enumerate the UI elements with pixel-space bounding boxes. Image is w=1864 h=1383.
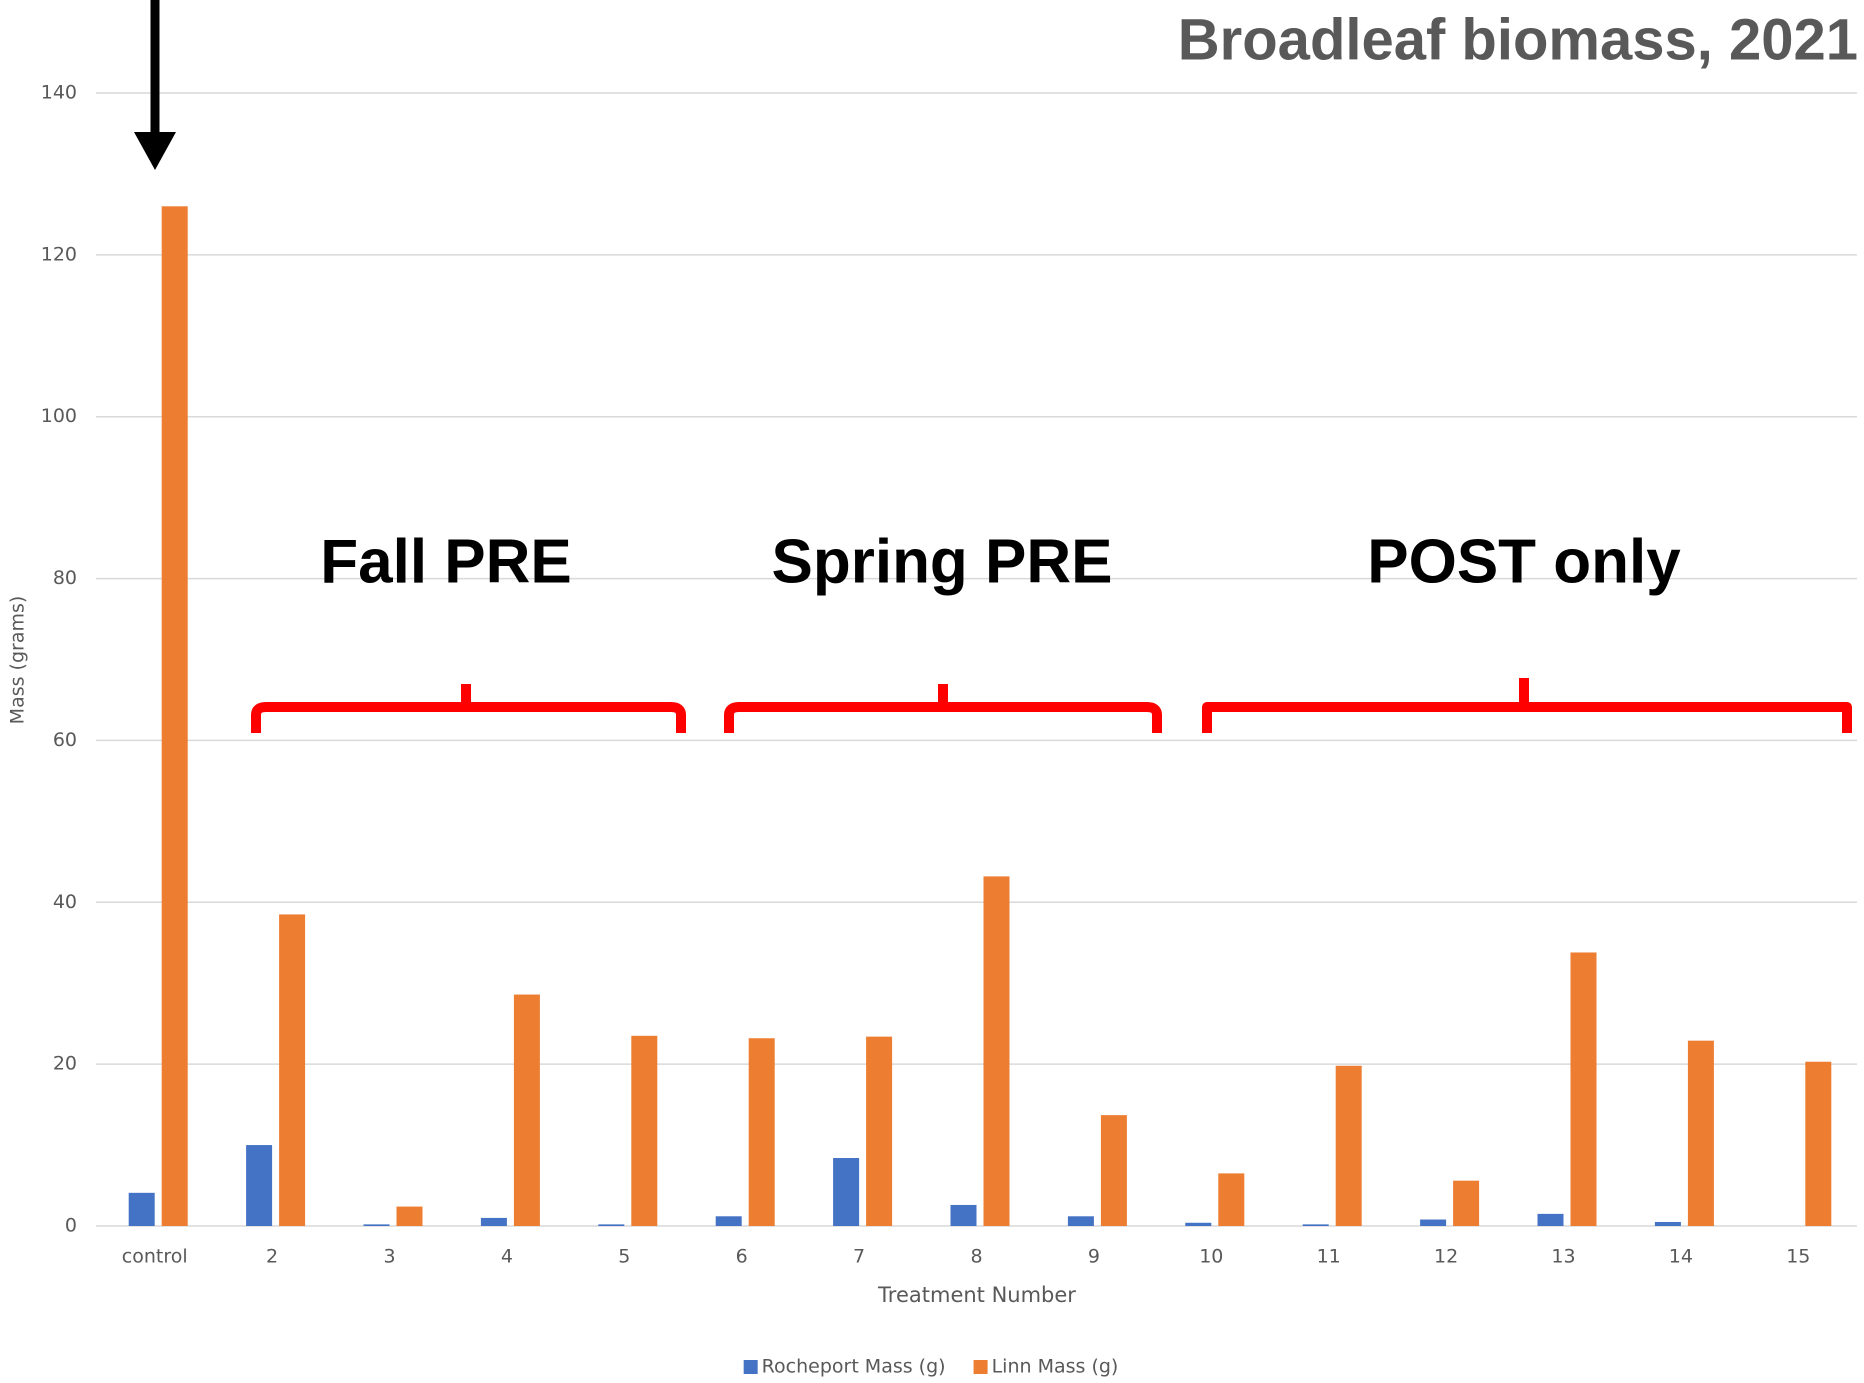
x-tick-label: 6	[736, 1246, 748, 1268]
x-tick-label: 14	[1669, 1246, 1693, 1268]
bar	[279, 914, 306, 1226]
bar	[715, 1216, 742, 1226]
bar	[128, 1192, 155, 1226]
y-tick-label: 140	[41, 82, 77, 104]
x-tick-label: 13	[1551, 1246, 1575, 1268]
bar	[246, 1145, 273, 1226]
bar	[1654, 1221, 1681, 1226]
y-tick-label: 0	[65, 1215, 77, 1237]
bar	[1218, 1173, 1245, 1226]
bar	[161, 206, 188, 1227]
bar	[950, 1204, 977, 1226]
x-tick-label: 15	[1786, 1246, 1810, 1268]
bar	[631, 1035, 658, 1226]
bar	[748, 1038, 775, 1226]
bar	[833, 1158, 860, 1226]
bar	[480, 1217, 507, 1226]
bracket	[1202, 678, 1852, 733]
annotation: POST only	[1367, 527, 1681, 596]
y-axis-label: Mass (grams)	[7, 596, 29, 725]
x-tick-label: 9	[1088, 1246, 1100, 1268]
x-tick-label: 7	[853, 1246, 865, 1268]
bar	[396, 1206, 423, 1226]
y-tick-label: 20	[53, 1053, 77, 1075]
y-tick-label: 60	[53, 729, 77, 751]
bar	[1420, 1219, 1447, 1226]
x-tick-label: 8	[970, 1246, 982, 1268]
bar	[1067, 1216, 1094, 1226]
bar	[1100, 1115, 1127, 1226]
y-tick-label: 80	[53, 567, 77, 589]
legend-label: Rocheport Mass (g)	[762, 1356, 946, 1378]
x-tick-label: 12	[1434, 1246, 1458, 1268]
chart-title: Broadleaf biomass, 2021	[1178, 7, 1858, 72]
annotation: Fall PRE	[320, 527, 572, 596]
bracket	[251, 684, 686, 733]
bar	[1570, 952, 1597, 1226]
x-tick-label: 4	[501, 1246, 513, 1268]
x-axis-label: Treatment Number	[877, 1283, 1076, 1307]
bar	[363, 1224, 390, 1226]
x-tick-label: 3	[383, 1246, 395, 1268]
arrow-head	[134, 132, 176, 170]
x-tick-label: control	[122, 1246, 188, 1268]
bar	[983, 876, 1010, 1226]
x-tick-label: 2	[266, 1246, 278, 1268]
bar	[1687, 1040, 1714, 1226]
bar	[1185, 1222, 1212, 1226]
bar	[598, 1224, 625, 1226]
legend-label: Linn Mass (g)	[992, 1356, 1119, 1378]
x-tick-label: 11	[1317, 1246, 1341, 1268]
bar	[1805, 1061, 1832, 1226]
bar	[1335, 1065, 1362, 1226]
annotation: Spring PRE	[771, 527, 1112, 596]
x-tick-label: 10	[1199, 1246, 1223, 1268]
bracket	[724, 684, 1162, 733]
bar	[513, 994, 540, 1226]
y-tick-label: 100	[41, 405, 77, 427]
bar	[1537, 1213, 1564, 1226]
x-tick-label: 5	[618, 1246, 630, 1268]
bar	[1302, 1224, 1329, 1226]
y-tick-label: 40	[53, 891, 77, 913]
bar	[866, 1036, 893, 1226]
legend-swatch	[973, 1360, 988, 1374]
y-tick-label: 120	[41, 243, 77, 265]
legend-swatch	[743, 1360, 758, 1374]
bar	[1453, 1180, 1480, 1226]
